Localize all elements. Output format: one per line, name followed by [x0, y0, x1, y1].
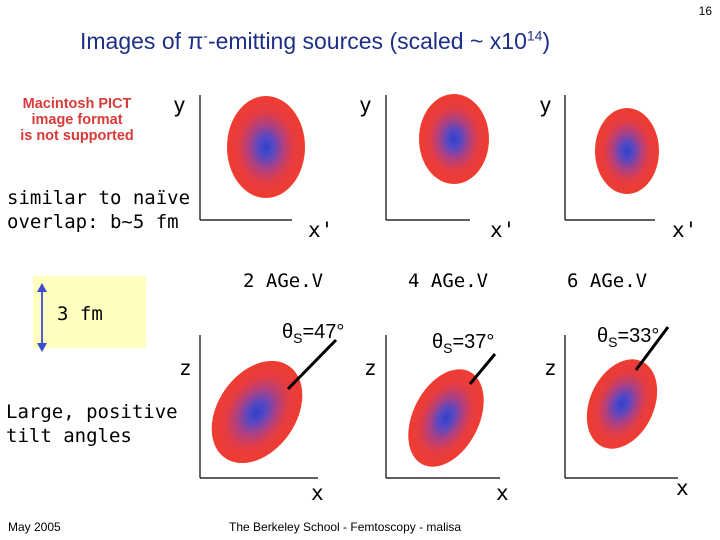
panel-1-theta-subscript: S [293, 330, 303, 346]
panel-3-source-zx [586, 359, 658, 449]
placeholder-line-1: Macintosh PICT [22, 96, 132, 112]
panel-3-y-label: y [539, 93, 552, 117]
panel-1-xy-image [199, 95, 305, 221]
footer-title: The Berkeley School - Femtoscopy - malis… [229, 520, 462, 534]
panel-3-energy: 6 AGe.V [567, 270, 648, 292]
panel-3-tilt-angle: θS=33° [597, 325, 659, 350]
panel-3-x-label: x [676, 476, 689, 500]
panel-1-theta-value: =47° [302, 321, 345, 343]
panel-2-tilt-angle: θS=37° [432, 331, 494, 356]
panel-2-theta-value: =37° [452, 331, 495, 353]
panel-3-source-xy [595, 108, 659, 194]
overlap-note: similar to naïve overlap: b~5 fm [7, 186, 190, 234]
panel-2-zx-image [385, 335, 500, 479]
panel-2-theta-symbol: θ [432, 331, 444, 353]
tilt-note: Large, positive tilt angles [6, 400, 178, 448]
panel-1-tilt-line [286, 338, 338, 391]
panel-2-tilt-line [468, 353, 497, 385]
panel-2-xprime-label: x' [490, 218, 516, 242]
panel-2-theta-subscript: S [443, 340, 453, 356]
scale-box [33, 276, 146, 348]
tilt-note-line-2: tilt angles [6, 425, 132, 447]
panel-1-energy: 2 AGe.V [243, 270, 324, 292]
panel-3-theta-symbol: θ [597, 325, 609, 347]
panel-1-source-zx [211, 360, 303, 464]
panel-1-source-xy [227, 96, 305, 198]
tilt-note-line-1: Large, positive [6, 401, 178, 423]
title-exponent: 14 [526, 27, 543, 44]
unsupported-image-placeholder: Macintosh PICT image format is not suppo… [4, 96, 150, 144]
placeholder-line-3: is not supported [20, 128, 134, 144]
page-number: 16 [698, 4, 712, 18]
panel-1-zx-image [199, 335, 338, 479]
scale-arrow-icon [37, 283, 47, 352]
panel-1-tilt-angle: θS=47° [282, 321, 344, 346]
panel-2-source-xy [419, 94, 489, 184]
panel-3-theta-subscript: S [608, 334, 618, 350]
title-pi: π [187, 28, 204, 54]
overlap-note-line-1: similar to naïve [7, 187, 191, 209]
placeholder-line-2: image format [31, 112, 123, 128]
panel-2-energy: 4 AGe.V [408, 270, 489, 292]
panel-2-x-label: x [496, 481, 509, 505]
panel-1-z-label: z [179, 356, 192, 380]
panel-1-y-label: y [173, 93, 186, 117]
panel-1-x-label: x [311, 481, 324, 505]
panel-3-xprime-label: x' [672, 218, 698, 242]
title-suffix: ) [542, 28, 551, 54]
title-middle: -emitting sources (scaled ~ x10 [207, 28, 527, 54]
panel-1-xprime-label: x' [308, 218, 334, 242]
overlap-note-line-2: overlap: b~5 fm [7, 211, 179, 233]
panel-3-z-label: z [544, 356, 557, 380]
panel-2-xy-image [385, 94, 489, 221]
panel-3-theta-value: =33° [617, 325, 660, 347]
panel-2-y-label: y [359, 93, 372, 117]
panel-2-source-zx [408, 369, 484, 467]
panel-3-xy-image [564, 95, 659, 221]
title-minus: - [203, 27, 208, 44]
slide-title: Images of π--emitting sources (scaled ~ … [80, 28, 550, 55]
title-prefix: Images of [80, 28, 188, 54]
panel-1-theta-symbol: θ [282, 321, 294, 343]
panel-2-z-label: z [364, 356, 377, 380]
scale-label: 3 fm [57, 303, 103, 325]
footer-date: May 2005 [8, 520, 61, 534]
